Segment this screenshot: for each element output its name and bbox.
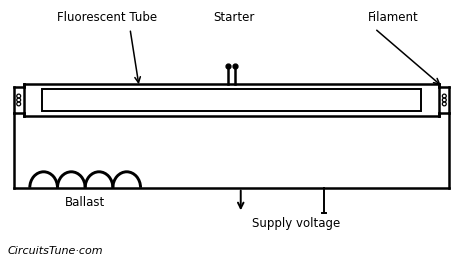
Text: Ballast: Ballast <box>65 196 105 209</box>
Bar <box>42 89 421 110</box>
Text: Filament: Filament <box>368 11 419 24</box>
Text: Supply voltage: Supply voltage <box>252 217 340 230</box>
Text: Starter: Starter <box>213 11 255 24</box>
Text: CircuitsTune·com: CircuitsTune·com <box>7 246 103 256</box>
Text: Fluorescent Tube: Fluorescent Tube <box>57 11 157 24</box>
